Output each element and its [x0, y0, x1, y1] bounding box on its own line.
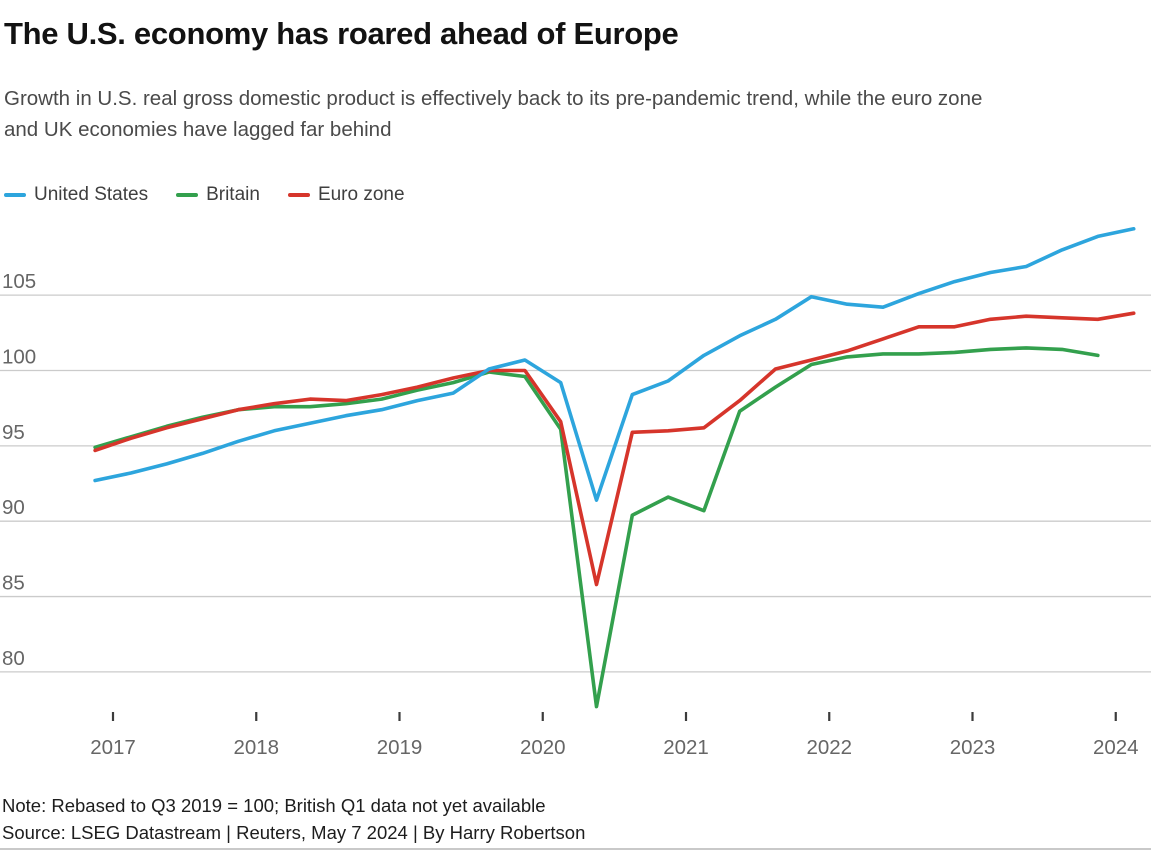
x-axis-label-2019: 2019 — [377, 736, 423, 759]
chart-subtitle: Growth in U.S. real gross domestic produ… — [4, 83, 1134, 145]
chart-legend: United States Britain Euro zone — [4, 184, 405, 206]
line-united-states — [93, 227, 1136, 502]
x-axis-label-2022: 2022 — [806, 736, 852, 759]
legend-label-britain: Britain — [206, 184, 260, 205]
x-axis: 2017 2018 2019 2020 2021 2022 2023 2024 — [90, 712, 1139, 759]
chart-note: Note: Rebased to Q3 2019 = 100; British … — [2, 795, 546, 816]
y-axis-labels: 105 100 95 90 85 80 — [2, 270, 36, 670]
legend-item-britain: Britain — [176, 184, 260, 206]
line-britain — [93, 346, 1100, 709]
series-lines — [93, 227, 1136, 709]
legend-label-euro-zone: Euro zone — [317, 184, 405, 205]
subtitle-line-1: Growth in U.S. real gross domestic produ… — [4, 87, 983, 110]
x-axis-label-2024: 2024 — [1093, 736, 1139, 759]
x-axis-label-2023: 2023 — [950, 736, 996, 759]
subtitle-line-2: and UK economies have lagged far behind — [4, 118, 392, 141]
y-axis-label-95: 95 — [2, 421, 25, 444]
y-axis-label-90: 90 — [2, 496, 25, 519]
britain-line-swatch — [176, 193, 199, 197]
line-euro-zone — [93, 311, 1136, 587]
legend-label-united-states: United States — [34, 184, 149, 205]
y-axis-label-100: 100 — [2, 346, 36, 369]
bottom-divider — [0, 848, 1151, 850]
legend-item-euro-zone: Euro zone — [287, 184, 405, 206]
page-title: The U.S. economy has roared ahead of Eur… — [4, 16, 679, 51]
y-gridlines — [0, 294, 1151, 673]
y-axis-label-80: 80 — [2, 647, 25, 670]
chart-source: Source: LSEG Datastream | Reuters, May 7… — [2, 822, 586, 843]
x-axis-label-2021: 2021 — [663, 736, 709, 759]
y-axis-label-85: 85 — [2, 572, 25, 595]
x-axis-label-2017: 2017 — [90, 736, 136, 759]
legend-item-united-states: United States — [4, 184, 148, 206]
y-axis-label-105: 105 — [2, 270, 36, 293]
x-axis-label-2020: 2020 — [520, 736, 566, 759]
united-states-line-swatch — [4, 193, 26, 197]
euro-zone-line-swatch — [287, 193, 310, 197]
x-axis-label-2018: 2018 — [233, 736, 279, 759]
